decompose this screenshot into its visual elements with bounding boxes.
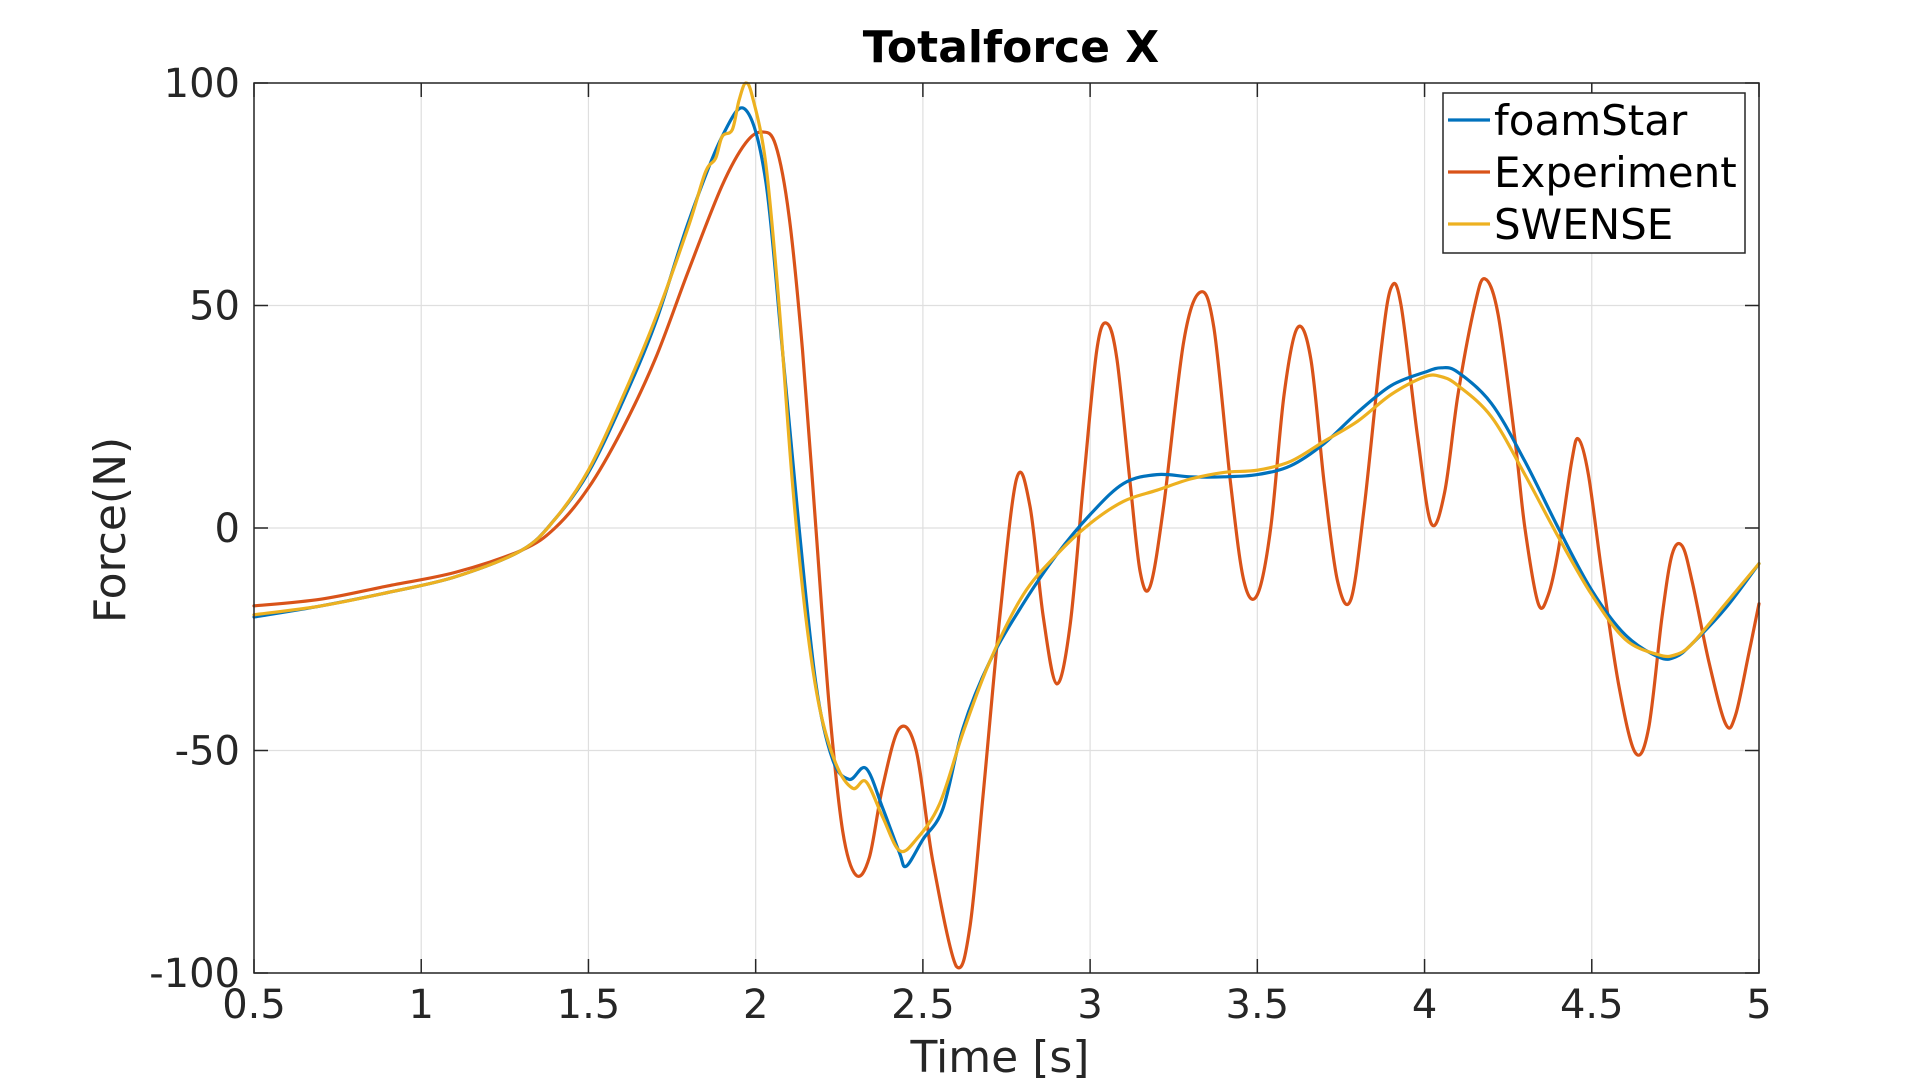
x-tick-label: 5 [1746, 982, 1771, 1028]
legend-label-foamstar: foamStar [1494, 96, 1688, 145]
y-tick-label: -100 [149, 951, 240, 997]
series-line-experiment [252, 130, 1761, 970]
series-lines [252, 81, 1761, 970]
x-tick-label: 0.5 [222, 982, 286, 1028]
x-tick-label: 1 [408, 982, 433, 1028]
y-tick-label: 50 [189, 284, 240, 330]
x-axis-label: Time [s] [910, 1032, 1090, 1081]
y-tick-label: -50 [175, 729, 240, 775]
x-tick-label: 4 [1412, 982, 1437, 1028]
legend-label-experiment: Experiment [1494, 148, 1737, 197]
x-tick-label: 2.5 [891, 982, 955, 1028]
y-tick-label: 0 [215, 506, 240, 552]
series-line-swense [252, 81, 1761, 854]
legend-box [1442, 92, 1746, 254]
x-tick-label: 2 [743, 982, 768, 1028]
y-axis-label: Force(N) [85, 437, 136, 623]
chart-title: Totalforce X [863, 22, 1160, 73]
x-tick-label: 4.5 [1560, 982, 1624, 1028]
axis-ticks: 0.5 1 1.5 2 2.5 3 3.5 4 4.5 5 -100 -50 0 50 100 [149, 61, 1772, 1028]
x-tick-label: 1.5 [557, 982, 621, 1028]
y-tick-label: 100 [164, 61, 240, 107]
x-tick-label: 3 [1077, 982, 1102, 1028]
legend-label-swense: SWENSE [1494, 200, 1673, 249]
x-tick-label: 3.5 [1226, 982, 1290, 1028]
